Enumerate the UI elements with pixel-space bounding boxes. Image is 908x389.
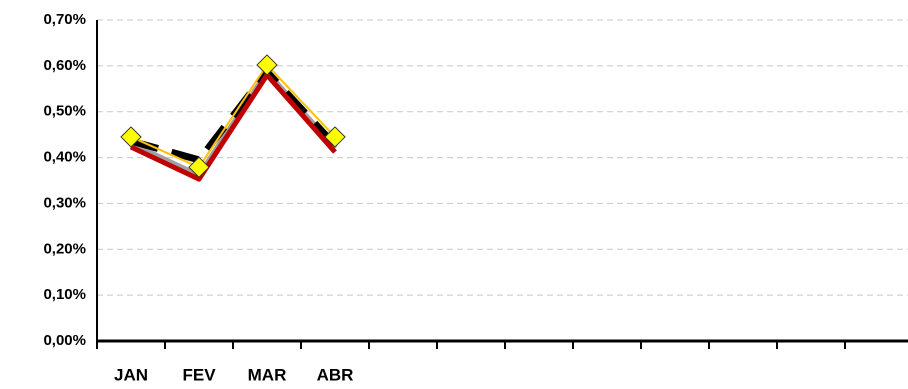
x-tick-label: FEV <box>182 365 216 384</box>
line-series <box>129 72 337 182</box>
marker <box>256 54 278 76</box>
x-tick-label: JAN <box>114 365 148 384</box>
y-tick-label: 0,00% <box>43 332 86 349</box>
y-tick-label: 0,70% <box>43 11 86 28</box>
x-tick-label: MAR <box>248 365 287 384</box>
marker <box>324 126 346 148</box>
line-series <box>130 63 336 169</box>
marker <box>120 126 142 148</box>
y-tick-label: 0,30% <box>43 194 86 211</box>
y-tick-label: 0,60% <box>43 57 86 74</box>
y-tick-label: 0,10% <box>43 286 86 303</box>
y-tick-label: 0,40% <box>43 149 86 166</box>
y-tick-label: 0,20% <box>43 240 86 257</box>
x-tick-label: ABR <box>317 365 354 384</box>
y-tick-label: 0,50% <box>43 103 86 120</box>
marker <box>188 156 210 178</box>
